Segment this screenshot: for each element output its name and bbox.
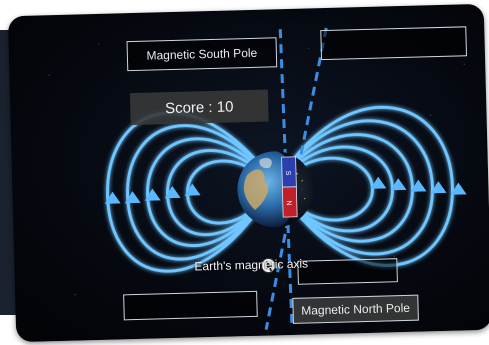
label-text-magnetic-north-pole: Magnetic North Pole: [301, 300, 411, 318]
magnet-south-label: S: [284, 171, 291, 176]
field-line-left-3: [146, 137, 272, 247]
triangle-arrow-icon: [430, 181, 447, 194]
field-lines-right: [278, 105, 454, 267]
label-slot-top-right[interactable]: [320, 26, 468, 61]
triangle-arrow-icon: [144, 188, 161, 201]
field-line-right-5: [279, 156, 374, 222]
label-slot-top-left[interactable]: Magnetic South Pole: [126, 37, 278, 72]
label-slot-middle-right[interactable]: [297, 258, 398, 285]
magnetic-field-scene: S N: [48, 27, 467, 330]
field-line-right-2: [278, 119, 434, 256]
triangle-arrow-icon: [450, 182, 467, 195]
field-line-right-1: [278, 105, 454, 267]
triangle-arrow-icon: [370, 176, 387, 189]
magnet-north-pole: [281, 186, 298, 218]
field-line-right-3: [278, 133, 414, 243]
game-screen: S N Magnetic South Pole Score : 10 Earth…: [7, 3, 489, 343]
triangle-arrow-icon: [124, 191, 141, 204]
triangle-arrow-icon: [164, 186, 181, 199]
earth-magnetic-axis-label: Earth's magnetic axis: [194, 256, 309, 274]
triangle-arrow-icon: [104, 191, 121, 204]
field-arrows-right: [370, 176, 467, 195]
triangle-arrow-icon: [184, 183, 201, 196]
field-line-left-2: [126, 124, 272, 261]
touch-cursor-icon: [260, 258, 276, 274]
field-arrows-left: [104, 183, 201, 204]
label-slot-bottom-left[interactable]: [123, 290, 258, 321]
magnet-north-label: N: [285, 200, 292, 205]
triangle-arrow-icon: [410, 179, 427, 192]
label-text-magnetic-south-pole: Magnetic South Pole: [146, 45, 258, 63]
bar-magnet: S N: [281, 156, 298, 218]
score-display: Score : 10: [129, 89, 269, 126]
label-slot-bottom-right[interactable]: Magnetic North Pole: [292, 294, 419, 324]
score-text: Score : 10: [164, 97, 234, 117]
triangle-arrow-icon: [390, 178, 407, 191]
